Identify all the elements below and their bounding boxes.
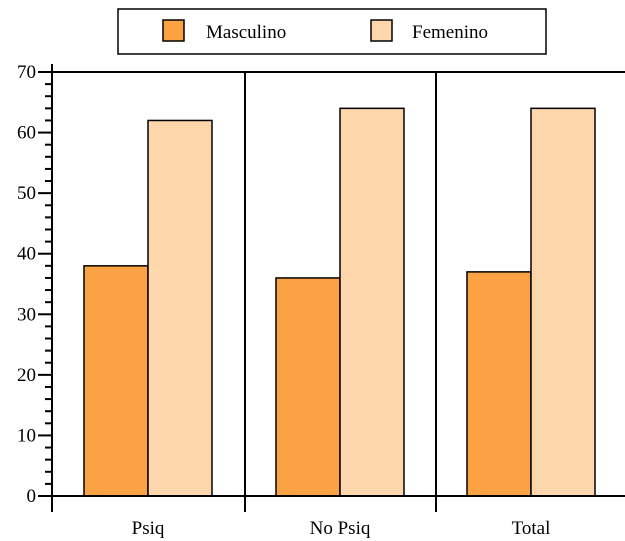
y-tick-label: 40 [17,244,36,265]
x-tick-label: Total [512,518,551,539]
bar-masculino-psiq [83,265,149,497]
legend-swatch-masculino [162,19,185,42]
legend-label-femenino: Femenino [412,22,488,43]
bar-masculino-total [466,271,532,497]
y-tick-label: 50 [17,183,36,204]
legend-label-masculino: Masculino [206,22,286,43]
legend-box [117,8,547,55]
y-tick-label: 20 [17,365,36,386]
legend-swatch-femenino [370,19,393,42]
y-tick-label: 60 [17,123,36,144]
bar-femenino-psiq [147,119,213,497]
bar-femenino-no-psiq [339,107,405,497]
bar-masculino-no-psiq [275,277,341,497]
y-tick-label: 0 [27,486,37,507]
plot-area: Psiq No Psiq Total 0 10 20 30 40 50 60 70 [17,62,625,539]
y-tick-label: 30 [17,304,36,325]
x-tick-label: No Psiq [310,518,371,539]
legend: Masculino Femenino [117,8,547,55]
y-tick-label: 10 [17,425,36,446]
bar-femenino-total [530,107,596,497]
x-tick-label: Psiq [132,518,165,539]
y-tick-label: 70 [17,62,36,83]
